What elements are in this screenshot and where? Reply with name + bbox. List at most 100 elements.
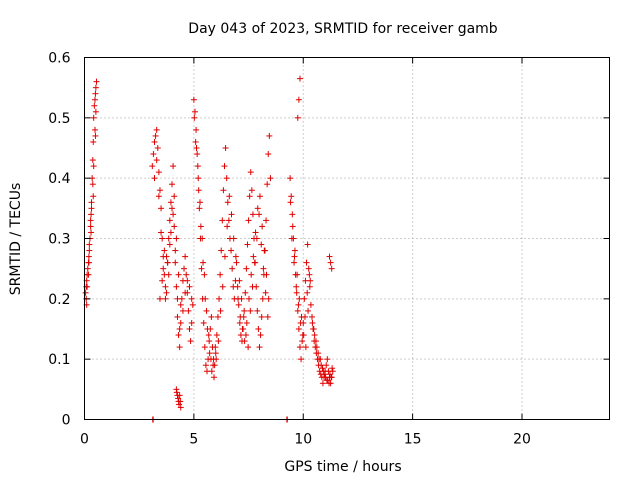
data-point: [248, 187, 255, 194]
y-tick-label: 0.4: [48, 171, 70, 187]
data-point: [169, 181, 175, 188]
data-points: [82, 75, 336, 423]
data-point: [317, 356, 324, 363]
data-point: [194, 163, 201, 170]
y-axis-label: SRMTID / TECUs: [8, 183, 24, 296]
data-point: [200, 319, 207, 326]
data-point: [210, 362, 217, 369]
data-point: [158, 229, 165, 236]
data-point: [222, 145, 229, 151]
data-point: [295, 301, 302, 308]
data-point: [205, 332, 212, 339]
data-point: [161, 247, 168, 254]
data-point: [160, 265, 167, 272]
data-point: [167, 199, 174, 206]
data-point: [173, 235, 180, 242]
data-point: [88, 205, 95, 212]
chart-title: Day 043 of 2023, SRMTID for receiver gam…: [188, 21, 498, 37]
data-point: [247, 169, 254, 176]
data-point: [159, 235, 166, 242]
data-point: [203, 307, 210, 314]
data-point: [150, 151, 157, 158]
data-point: [90, 138, 97, 145]
data-point: [242, 332, 249, 339]
data-point: [158, 205, 165, 212]
data-point: [188, 319, 195, 326]
data-point: [313, 344, 320, 351]
data-point: [298, 356, 305, 363]
axes: 0 0.1 0.2 0.3 0.4 0.5 0.6 0 5 10 15 20: [48, 51, 610, 448]
data-point: [90, 163, 97, 170]
data-point: [322, 374, 329, 381]
data-point: [329, 365, 336, 372]
data-point: [156, 295, 163, 302]
data-point: [87, 217, 94, 224]
data-point: [176, 326, 183, 332]
data-point: [219, 283, 226, 290]
data-point: [249, 211, 256, 218]
data-point: [299, 332, 306, 339]
data-point: [164, 259, 171, 266]
data-point: [248, 271, 255, 278]
data-point: [260, 265, 267, 272]
data-point: [86, 241, 93, 248]
data-point: [84, 283, 91, 290]
data-point: [177, 319, 184, 326]
data-point: [241, 338, 248, 345]
data-point: [299, 338, 306, 345]
data-point: [309, 313, 315, 320]
x-axis-label: GPS time / hours: [284, 459, 401, 475]
data-point: [324, 356, 331, 363]
data-point: [198, 265, 205, 272]
data-point: [156, 187, 163, 194]
data-point: [233, 259, 240, 266]
data-point: [287, 175, 294, 182]
data-point: [208, 368, 215, 375]
data-point: [224, 223, 231, 230]
data-point: [182, 253, 189, 260]
data-point: [246, 295, 252, 302]
data-point: [247, 307, 254, 314]
data-point: [219, 217, 226, 224]
data-point: [151, 138, 158, 145]
data-point: [321, 371, 328, 378]
data-point: [86, 247, 93, 254]
data-point: [177, 404, 184, 411]
data-point: [257, 332, 264, 339]
data-point: [228, 211, 235, 218]
data-point: [223, 175, 230, 182]
data-point: [192, 138, 199, 145]
data-point: [85, 253, 92, 260]
data-point: [294, 307, 301, 314]
data-point: [228, 247, 235, 254]
data-point: [92, 132, 99, 139]
data-point: [246, 193, 253, 200]
data-point: [267, 175, 274, 182]
data-point: [326, 253, 333, 260]
data-point: [329, 368, 336, 375]
data-point: [259, 223, 266, 230]
data-point: [264, 313, 271, 320]
data-point: [193, 126, 200, 133]
data-point: [236, 319, 243, 326]
data-point: [263, 217, 270, 224]
data-point: [296, 344, 303, 351]
x-tick-label: 5: [189, 432, 198, 448]
data-point: [92, 84, 99, 91]
data-point: [232, 253, 239, 260]
data-point: [220, 187, 227, 194]
data-point: [183, 271, 190, 278]
data-point: [266, 132, 273, 139]
data-point: [92, 108, 99, 115]
data-point: [182, 289, 189, 296]
data-point: [177, 398, 184, 405]
data-point: [254, 205, 261, 212]
data-point: [225, 217, 232, 224]
data-point: [172, 247, 179, 254]
data-point: [165, 271, 172, 278]
data-point: [189, 301, 196, 308]
data-point: [254, 307, 261, 314]
data-point: [92, 90, 99, 97]
data-point: [288, 235, 295, 242]
data-point: [295, 96, 302, 103]
